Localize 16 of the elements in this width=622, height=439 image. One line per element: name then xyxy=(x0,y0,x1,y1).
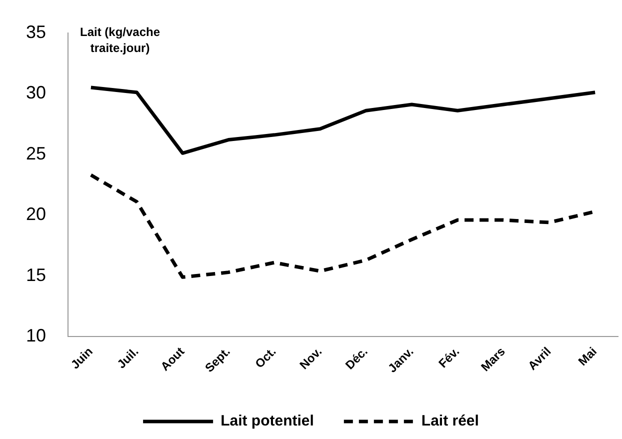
y-tick-label: 15 xyxy=(26,264,46,285)
x-tick-label: Mai xyxy=(575,344,600,368)
y-tick-label: 25 xyxy=(26,143,46,164)
legend-label: Lait potentiel xyxy=(220,412,314,430)
x-tick-label: Déc. xyxy=(342,344,370,372)
legend-label: Lait réel xyxy=(421,412,479,430)
x-tick-label: Fév. xyxy=(436,344,462,371)
x-tick-label: Oct. xyxy=(252,344,279,371)
y-tick-label: 10 xyxy=(26,326,46,346)
y-tick-label: 20 xyxy=(26,204,46,224)
x-tick-label: Nov. xyxy=(296,344,325,372)
x-tick-label: Juil. xyxy=(114,344,142,372)
x-tick-label: Juin xyxy=(68,344,96,372)
y-tick-label: 35 xyxy=(26,22,46,42)
y-tick-label: 30 xyxy=(26,82,46,103)
y-axis-title: Lait (kg/vache traite.jour) xyxy=(80,25,160,56)
